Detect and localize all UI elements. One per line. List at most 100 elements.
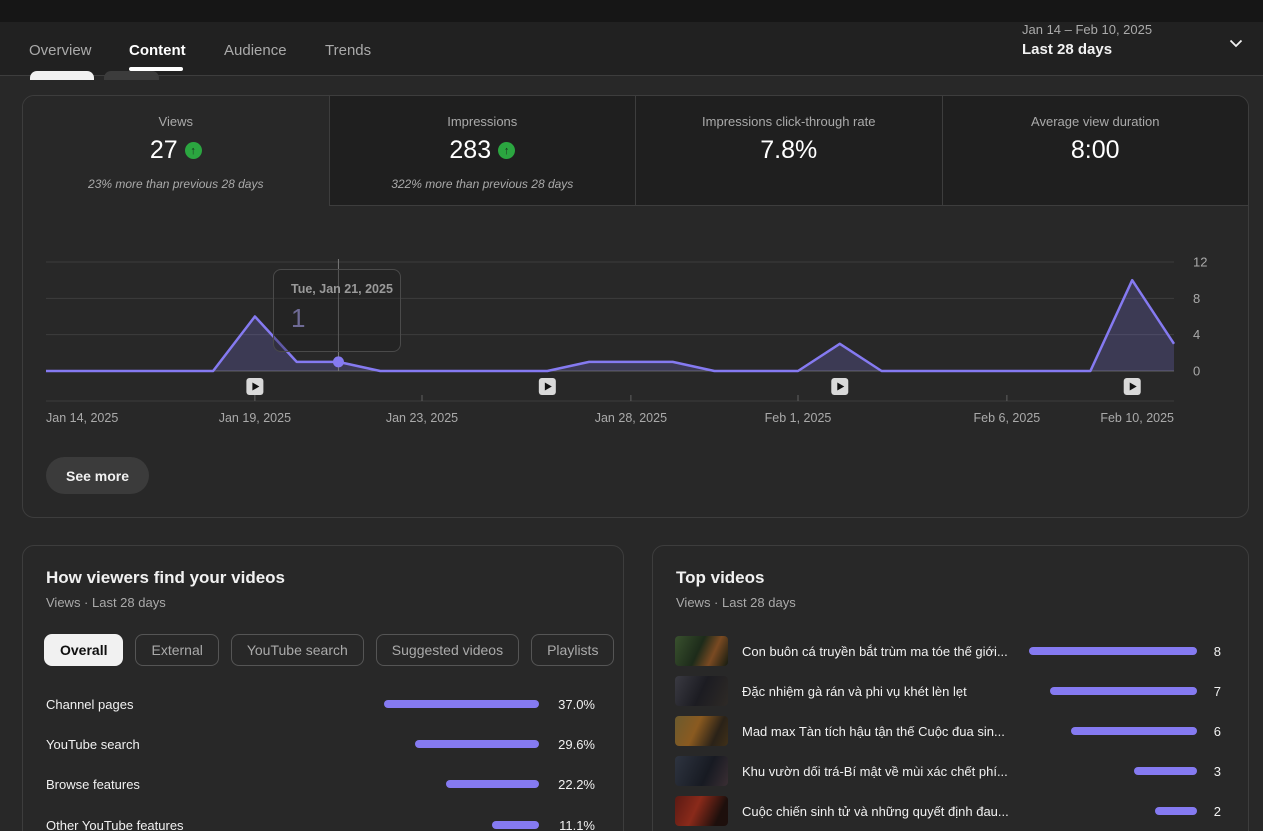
panel-subtitle: Views · Last 28 days [46, 595, 166, 610]
svg-text:0: 0 [1193, 364, 1200, 379]
metric-label: Average view duration [1031, 114, 1160, 129]
metric-card-ctr[interactable]: Impressions click-through rate 7.8% [635, 96, 942, 206]
video-title: Mad max Tàn tích hậu tận thế Cuộc đua si… [742, 723, 1005, 739]
traffic-source-label: Channel pages [46, 696, 134, 712]
tab-content[interactable]: Content [129, 42, 186, 59]
metric-value: 8:00 [1070, 136, 1120, 164]
trend-up-icon: ↑ [498, 142, 516, 159]
metric-value: 283 [449, 136, 492, 164]
svg-text:Jan 23, 2025: Jan 23, 2025 [386, 411, 458, 425]
traffic-source-label: YouTube search [46, 736, 140, 752]
traffic-bar [383, 700, 539, 708]
top-videos-panel: Top videos Views · Last 28 days Con buôn… [652, 545, 1249, 831]
svg-text:4: 4 [1193, 327, 1200, 342]
video-thumbnail [675, 676, 728, 706]
tab-overview[interactable]: Overview [29, 42, 92, 59]
traffic-sources-panel: How viewers find your videos Views · Las… [22, 545, 624, 831]
metric-label: Impressions [447, 114, 518, 129]
svg-text:Feb 6, 2025: Feb 6, 2025 [974, 411, 1041, 425]
chip-suggested-videos[interactable]: Suggested videos [375, 634, 520, 666]
video-row[interactable]: Con buôn cá truyền bắt trùm ma tóe thế g… [675, 635, 1221, 667]
chip-playlists[interactable]: Playlists [531, 634, 615, 666]
svg-text:Feb 1, 2025: Feb 1, 2025 [765, 411, 832, 425]
metric-card-views[interactable]: Views 27 ↑ 23% more than previous 28 days [23, 96, 329, 206]
metric-label: Impressions click-through rate [702, 114, 876, 129]
video-views-bar [1029, 647, 1197, 655]
active-tab-indicator [129, 67, 183, 71]
tab-trends[interactable]: Trends [325, 42, 372, 59]
chip-overall[interactable]: Overall [44, 634, 124, 666]
metric-tabs: Views 27 ↑ 23% more than previous 28 days… [23, 96, 1248, 206]
panel-subtitle: Views · Last 28 days [676, 595, 796, 610]
traffic-bar [414, 740, 539, 748]
video-row[interactable]: Đặc nhiệm gà rán và phi vụ khét lèn lẹt … [675, 675, 1221, 707]
traffic-bar [492, 821, 539, 829]
traffic-row[interactable]: Browse features 22.2% [46, 774, 595, 794]
analytics-header: Overview Content Audience Trends Jan 14 … [0, 22, 1263, 76]
svg-text:12: 12 [1193, 255, 1207, 270]
chip-youtube-search[interactable]: YouTube search [230, 634, 364, 666]
panel-title: Top videos [676, 568, 765, 587]
traffic-row[interactable]: YouTube search 29.6% [46, 734, 595, 754]
video-views-bar [1050, 687, 1197, 695]
video-thumbnail [675, 756, 728, 786]
video-row[interactable]: Cuộc chiến sinh tử và những quyết định đ… [675, 795, 1221, 827]
traffic-row[interactable]: Other YouTube features 11.1% [46, 815, 595, 831]
video-thumbnail [675, 716, 728, 746]
see-more-button[interactable]: See more [46, 457, 150, 494]
metric-card-impressions[interactable]: Impressions 283 ↑ 322% more than previous… [328, 96, 635, 206]
video-thumbnail [675, 636, 728, 666]
metric-subtitle: 322% more than previous 28 days [391, 177, 574, 191]
views-line-chart[interactable]: 0 4 8 12 Jan 14, 2025 Jan 19, 2025 Jan 23, 202… [23, 241, 1248, 441]
metric-label: Views [158, 114, 193, 129]
date-range-picker[interactable]: Jan 14 – Feb 10, 2025 Last 28 days [1022, 22, 1152, 58]
chip-external[interactable]: External [135, 634, 219, 666]
video-thumbnail [675, 796, 728, 826]
video-title: Đặc nhiệm gà rán và phi vụ khét lèn lẹt [742, 683, 967, 699]
key-metrics-card: Views 27 ↑ 23% more than previous 28 days… [22, 95, 1249, 518]
trend-up-icon: ↑ [184, 142, 202, 159]
metric-subtitle: 23% more than previous 28 days [88, 177, 264, 191]
tooltip-value: 1 [291, 303, 306, 333]
tab-audience[interactable]: Audience [224, 42, 287, 59]
svg-text:Jan 19, 2025: Jan 19, 2025 [219, 411, 291, 425]
video-views-bar [1071, 727, 1197, 735]
video-title: Cuộc chiến sinh tử và những quyết định đ… [742, 803, 1009, 819]
video-views-value: 2 [1213, 803, 1221, 819]
video-title: Khu vườn dối trá-Bí mật về mùi xác chết … [742, 763, 1008, 779]
traffic-source-label: Browse features [46, 776, 140, 792]
traffic-pct: 37.0% [558, 696, 595, 712]
video-title: Con buôn cá truyền bắt trùm ma tóe thế g… [742, 643, 1008, 659]
traffic-bar [445, 780, 539, 788]
tooltip-date: Tue, Jan 21, 2025 [291, 282, 393, 296]
metric-card-avg-duration[interactable]: Average view duration 8:00 [941, 96, 1248, 206]
video-row[interactable]: Khu vườn dối trá-Bí mật về mùi xác chết … [675, 755, 1221, 787]
svg-text:8: 8 [1193, 291, 1200, 306]
chevron-down-icon[interactable] [1226, 33, 1246, 58]
video-views-value: 6 [1213, 723, 1221, 739]
svg-text:Jan 14, 2025: Jan 14, 2025 [46, 411, 118, 425]
chart-canvas: 0 4 8 12 Jan 14, 2025 Jan 19, 2025 Jan 23, 202… [46, 255, 1207, 425]
svg-text:Jan 28, 2025: Jan 28, 2025 [595, 411, 667, 425]
date-range-text: Jan 14 – Feb 10, 2025 [1022, 22, 1153, 37]
traffic-source-label: Other YouTube features [46, 817, 184, 831]
date-range-label: Last 28 days [1022, 41, 1113, 58]
svg-text:Feb 10, 2025: Feb 10, 2025 [1100, 411, 1174, 425]
chart-tooltip: Tue, Jan 21, 2025 1 [273, 269, 401, 352]
video-views-bar [1155, 807, 1197, 815]
video-views-bar [1134, 767, 1197, 775]
video-row[interactable]: Mad max Tàn tích hậu tận thế Cuộc đua si… [675, 715, 1221, 747]
metric-value: 27 [149, 136, 178, 164]
traffic-pct: 29.6% [558, 736, 595, 752]
scrolled-chip-peek-2 [104, 71, 159, 80]
top-strip [0, 0, 1263, 22]
video-views-value: 7 [1213, 683, 1221, 699]
scrolled-chip-peek-1 [30, 71, 94, 80]
video-views-value: 3 [1213, 763, 1221, 779]
traffic-pct: 22.2% [558, 776, 595, 792]
traffic-filter-chips: Overall External YouTube search Suggeste… [44, 634, 615, 666]
metric-value: 7.8% [760, 136, 818, 164]
video-views-value: 8 [1213, 643, 1221, 659]
traffic-row[interactable]: Channel pages 37.0% [46, 694, 595, 714]
